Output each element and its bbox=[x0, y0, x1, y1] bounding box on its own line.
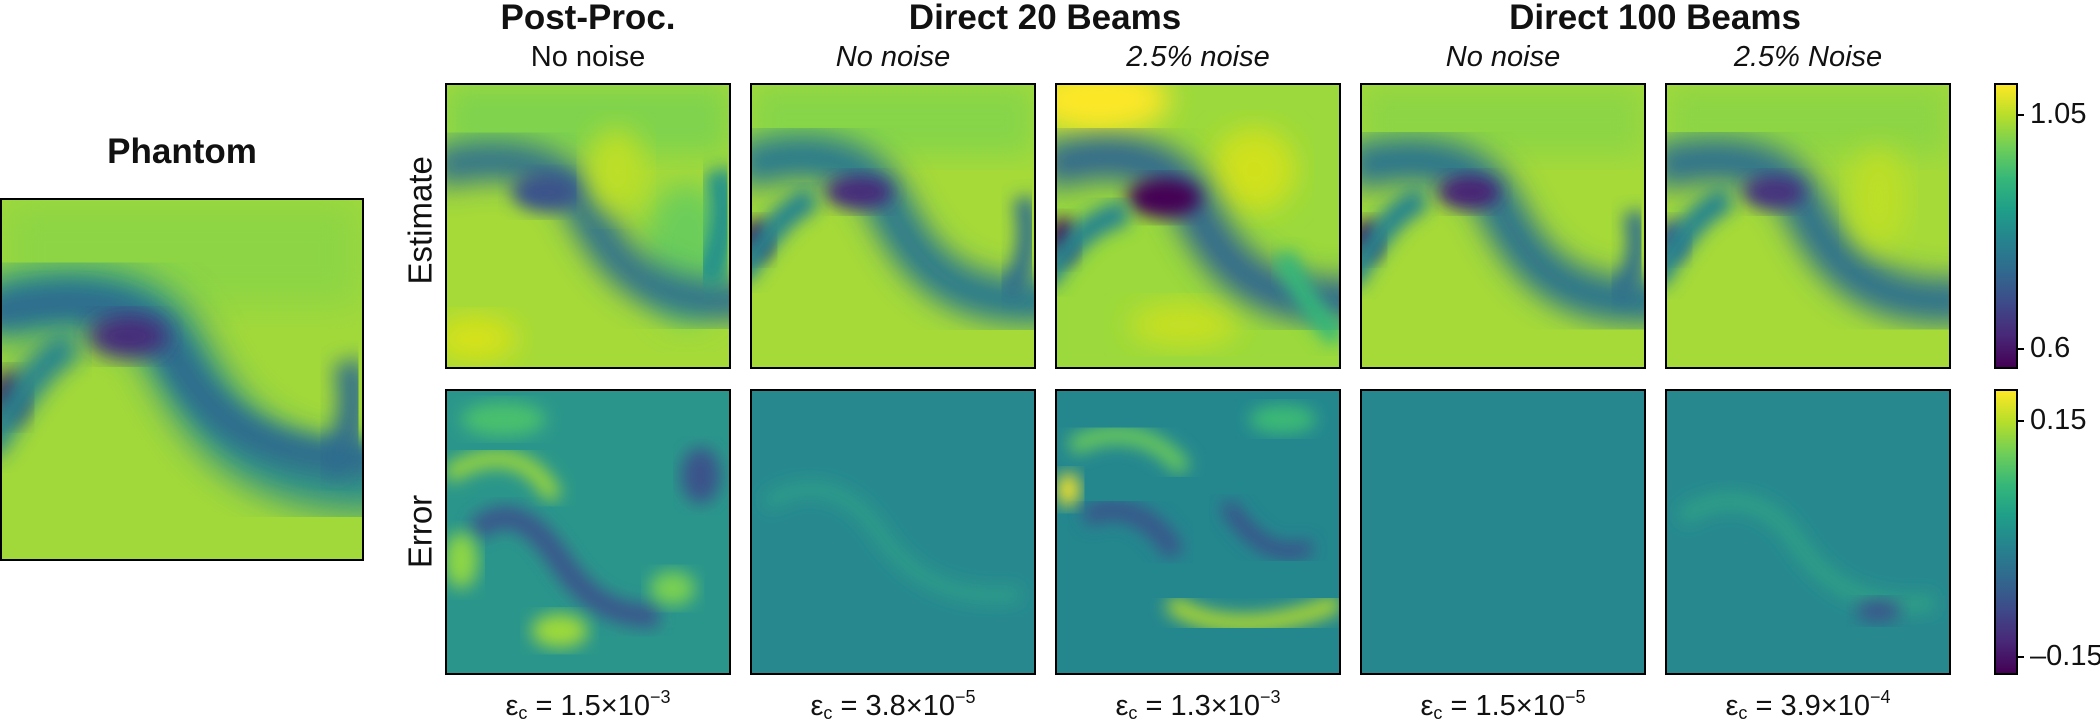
estimate-panel-d20-noise bbox=[1055, 83, 1341, 369]
group-title-post-proc: Post-Proc. bbox=[500, 0, 676, 37]
error-panel-d100-noise bbox=[1665, 389, 1951, 675]
estimate-panel-d100-nonoise bbox=[1360, 83, 1646, 369]
estimate-panel-d20-nonoise bbox=[750, 83, 1036, 369]
error-panel-d20-nonoise bbox=[750, 389, 1036, 675]
estimate-panel-d100-noise bbox=[1665, 83, 1951, 369]
eps-label-col2: εc = 3.8×10−5 bbox=[810, 687, 976, 723]
eps-label-col3: εc = 1.3×10−3 bbox=[1115, 687, 1281, 723]
noise-label-col5: 2.5% Noise bbox=[1733, 41, 1883, 73]
estimate-panel-post-proc bbox=[445, 83, 731, 369]
group-title-direct-20: Direct 20 Beams bbox=[908, 0, 1182, 37]
error-colorbar bbox=[1994, 389, 2018, 675]
noise-label-col2: No noise bbox=[835, 41, 951, 73]
row-label-error: Error bbox=[401, 494, 439, 569]
noise-label-col3: 2.5% noise bbox=[1126, 41, 1270, 73]
error-colorbar-max: 0.15 bbox=[2030, 404, 2087, 436]
group-title-direct-100: Direct 100 Beams bbox=[1509, 0, 1801, 37]
estimate-colorbar bbox=[1994, 83, 2018, 369]
noise-label-col4: No noise bbox=[1445, 41, 1561, 73]
noise-label-col1: No noise bbox=[530, 41, 646, 73]
error-panel-d20-noise bbox=[1055, 389, 1341, 675]
estimate-colorbar-min: 0.6 bbox=[2030, 332, 2071, 364]
error-panel-post-proc bbox=[445, 389, 731, 675]
estimate-colorbar-max: 1.05 bbox=[2030, 98, 2087, 130]
row-label-estimate: Estimate bbox=[401, 156, 439, 285]
error-panel-d100-nonoise bbox=[1360, 389, 1646, 675]
eps-label-col5: εc = 3.9×10−4 bbox=[1725, 687, 1891, 723]
eps-label-col1: εc = 1.5×10−3 bbox=[505, 687, 671, 723]
phantom-title: Phantom bbox=[107, 132, 257, 171]
phantom-panel bbox=[0, 198, 364, 561]
eps-label-col4: εc = 1.5×10−5 bbox=[1420, 687, 1586, 723]
error-colorbar-min: –0.15 bbox=[2030, 640, 2100, 672]
